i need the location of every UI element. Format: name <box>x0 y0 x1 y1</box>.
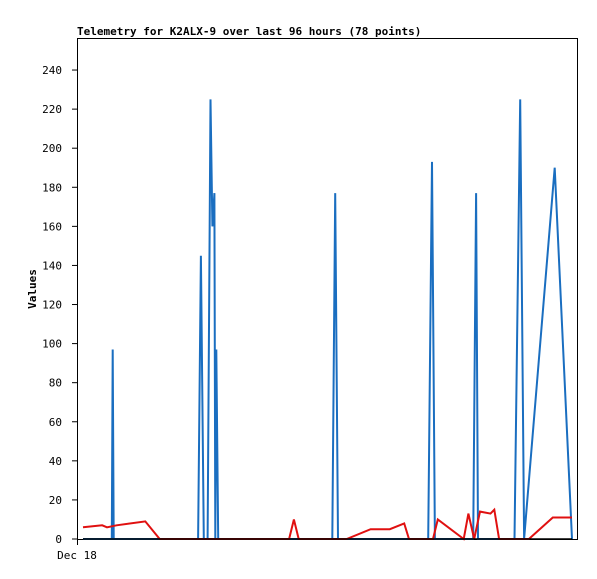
x-tick-label: Dec 18 <box>57 549 97 562</box>
y-tick-label: 40 <box>49 455 62 468</box>
x-axis: Dec 18 <box>57 539 97 562</box>
y-tick-label: 20 <box>49 494 62 507</box>
y-tick-label: 220 <box>42 103 62 116</box>
y-tick-label: 140 <box>42 259 62 272</box>
y-tick-label: 160 <box>42 220 62 233</box>
y-axis: 0 20 40 60 80 100 120 140 160 180 200 220 240 <box>42 64 78 546</box>
series-line-2 <box>82 507 572 541</box>
y-tick-label: 180 <box>42 181 62 194</box>
y-tick-label: 80 <box>49 377 62 390</box>
y-tick-label: 60 <box>49 416 62 429</box>
y-tick-label: 100 <box>42 338 62 351</box>
y-tick-label: 200 <box>42 142 62 155</box>
plot-area <box>77 38 578 540</box>
chart-title: Telemetry for K2ALX-9 over last 96 hours… <box>77 25 421 38</box>
y-axis-label: Values <box>26 269 39 309</box>
y-tick-label: 120 <box>42 299 62 312</box>
y-tick-label: 0 <box>55 533 62 546</box>
series-layer <box>82 99 573 541</box>
y-tick-label: 240 <box>42 64 62 77</box>
